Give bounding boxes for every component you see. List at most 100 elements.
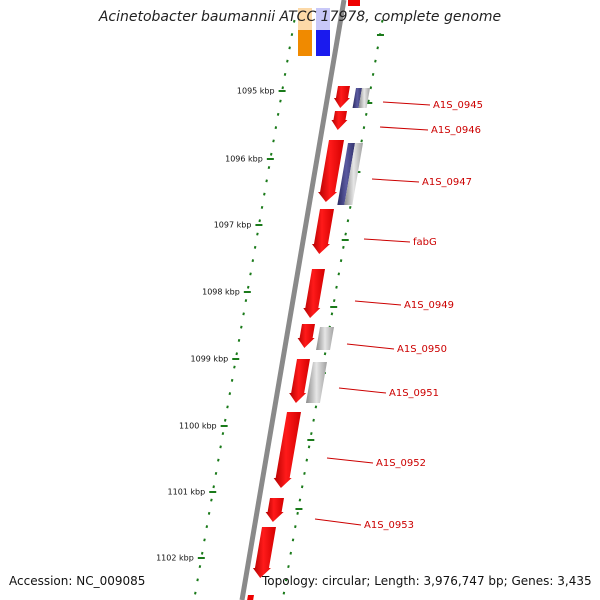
gene-leader-line xyxy=(382,101,431,106)
minor-tick xyxy=(296,511,299,515)
minor-tick xyxy=(217,458,220,462)
minor-tick xyxy=(258,219,261,223)
gray-feature xyxy=(316,327,334,350)
gene-label: A1S_0949 xyxy=(404,300,454,311)
minor-tick xyxy=(305,458,309,462)
top-features xyxy=(298,0,360,56)
gene-leader-line xyxy=(379,126,429,131)
minor-tick xyxy=(284,578,288,582)
minor-tick xyxy=(253,245,257,249)
minor-tick xyxy=(292,19,296,23)
minor-tick xyxy=(291,538,295,542)
minor-tick xyxy=(286,59,289,63)
gene-label: A1S_0946 xyxy=(431,125,481,136)
minor-tick xyxy=(348,205,352,209)
minor-tick xyxy=(346,219,350,223)
minor-tick xyxy=(205,525,209,529)
accession-text: Accession: NC_009085 xyxy=(9,574,146,588)
minor-tick xyxy=(369,86,373,90)
minor-tick xyxy=(244,299,248,303)
minor-tick xyxy=(303,471,306,475)
minor-tick xyxy=(263,192,266,196)
minor-tick xyxy=(371,72,375,76)
genome-backbone xyxy=(239,0,347,600)
minor-tick xyxy=(276,112,280,116)
gene-leader-line xyxy=(346,343,395,350)
gene-leader-line xyxy=(326,457,374,464)
minor-tick xyxy=(282,591,286,595)
minor-tick xyxy=(307,445,311,449)
gene-leader-line xyxy=(314,518,362,526)
minor-tick xyxy=(272,139,275,143)
outer-tick-track xyxy=(194,19,296,595)
orange-feature-light xyxy=(298,8,312,30)
minor-tick xyxy=(337,272,341,276)
minor-tick xyxy=(200,551,204,555)
kbp-label: 1096 kbp xyxy=(225,155,263,164)
minor-tick xyxy=(290,33,294,37)
minor-tick xyxy=(330,312,334,316)
kbp-label: 1100 kbp xyxy=(179,422,217,431)
minor-tick xyxy=(203,538,206,542)
kbp-label: 1101 kbp xyxy=(168,488,206,497)
minor-tick xyxy=(228,392,232,396)
minor-tick xyxy=(230,378,234,382)
gene-label: A1S_0950 xyxy=(397,344,447,355)
minor-tick xyxy=(344,232,347,236)
blue-feature-light xyxy=(316,8,330,30)
inner-tick-track xyxy=(282,19,384,595)
minor-tick xyxy=(194,591,197,595)
minor-tick xyxy=(287,565,290,569)
gray-feature xyxy=(305,362,327,403)
minor-tick xyxy=(376,46,379,50)
minor-tick xyxy=(339,259,343,263)
gene-label: A1S_0947 xyxy=(422,177,472,188)
minor-tick xyxy=(314,405,318,409)
minor-tick xyxy=(221,432,225,436)
minor-tick xyxy=(367,99,370,103)
minor-tick xyxy=(335,285,338,289)
gene-label: A1S_0945 xyxy=(433,100,483,111)
minor-tick xyxy=(374,59,377,63)
minor-tick xyxy=(226,405,229,409)
minor-tick xyxy=(310,432,313,436)
minor-tick xyxy=(364,112,368,116)
minor-tick xyxy=(214,471,218,475)
gray-feature xyxy=(358,88,370,108)
gene-leader-line xyxy=(371,178,420,183)
minor-tick xyxy=(198,565,202,569)
gray-feature xyxy=(344,143,363,205)
minor-tick xyxy=(260,205,264,209)
navy-feature xyxy=(337,143,355,205)
top-red-feature xyxy=(348,0,360,6)
minor-tick xyxy=(251,259,255,263)
minor-tick xyxy=(360,139,363,143)
minor-tick xyxy=(342,245,345,249)
gene-arrow xyxy=(311,209,334,254)
minor-tick xyxy=(283,72,287,76)
gene-arrow xyxy=(297,324,315,348)
minor-tick xyxy=(246,285,250,289)
kbp-label: 1099 kbp xyxy=(191,355,229,364)
minor-tick xyxy=(242,312,245,316)
minor-tick xyxy=(281,86,285,90)
minor-tick xyxy=(300,485,304,489)
minor-tick xyxy=(240,325,243,329)
minor-tick xyxy=(256,232,259,236)
page-title: Acinetobacter baumannii ATCC 17978, comp… xyxy=(98,9,502,25)
minor-tick xyxy=(279,99,282,103)
minor-tick xyxy=(332,299,336,303)
minor-tick xyxy=(235,352,238,356)
minor-tick xyxy=(288,46,291,50)
gene-arrow xyxy=(318,140,344,202)
gene-label-group: A1S_0945 A1S_0946 A1S_0947 fabG A1S_0949 A1S_… xyxy=(314,100,483,531)
gene-arrow xyxy=(333,86,350,108)
gene-arrow xyxy=(273,412,301,488)
gene-label: A1S_0951 xyxy=(389,388,439,399)
minor-tick xyxy=(294,525,297,529)
minor-tick xyxy=(274,126,278,130)
gene-label: fabG xyxy=(413,237,437,248)
minor-tick xyxy=(312,418,315,422)
minor-tick xyxy=(212,485,215,489)
